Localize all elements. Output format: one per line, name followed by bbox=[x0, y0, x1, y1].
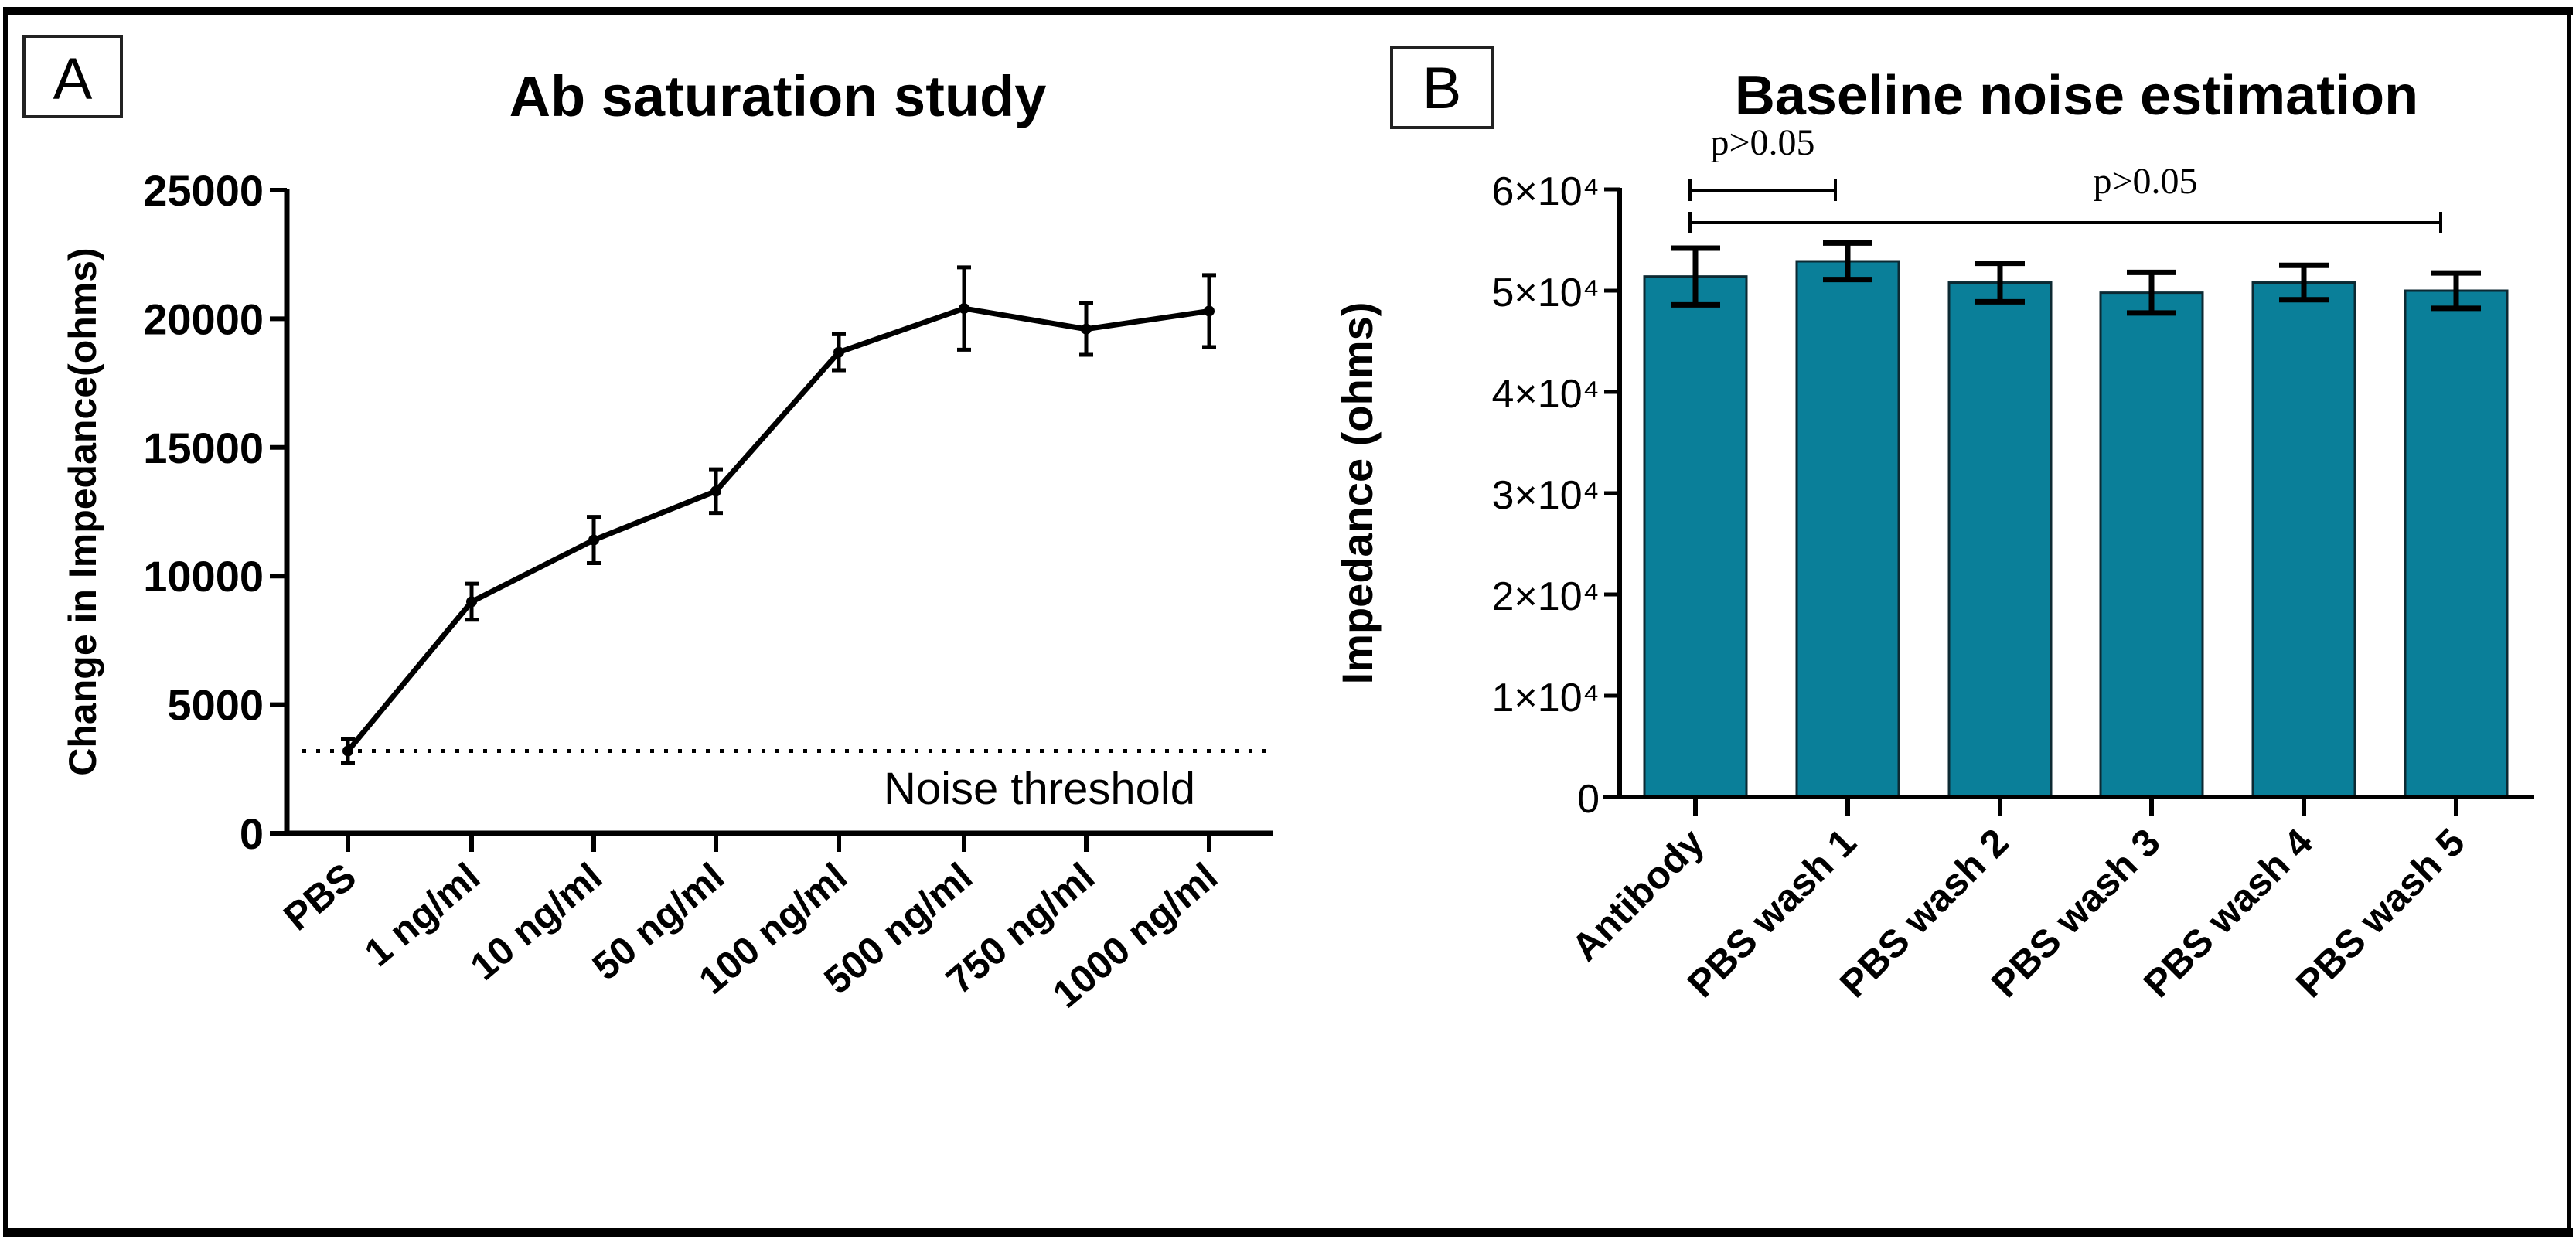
y-tick-label: 15000 bbox=[143, 424, 264, 472]
panel-a-label: A bbox=[53, 46, 93, 112]
bar bbox=[2251, 281, 2356, 799]
y-tick-label: 3×10⁴ bbox=[1492, 473, 1600, 518]
y-tick-label: 0 bbox=[240, 809, 264, 858]
panel-b-label: B bbox=[1423, 56, 1462, 121]
data-point bbox=[710, 485, 721, 497]
x-tick-label: PBS bbox=[275, 855, 364, 939]
y-tick-label: 5000 bbox=[167, 681, 264, 730]
data-point bbox=[959, 303, 969, 315]
data-point bbox=[1204, 305, 1215, 317]
series-line bbox=[346, 305, 1210, 753]
panel-a-label-box bbox=[22, 35, 123, 118]
figure-border-top bbox=[3, 7, 2573, 15]
panel-a-y-axis-label: Change in Impedance(ohms) bbox=[61, 247, 104, 775]
data-point bbox=[466, 596, 477, 608]
y-tick-label: 25000 bbox=[143, 166, 264, 215]
significance-label: p>0.05 bbox=[1710, 122, 1814, 163]
bar bbox=[2404, 289, 2509, 799]
y-tick-label: 4×10⁴ bbox=[1492, 372, 1600, 417]
panel-b-label-box bbox=[1390, 46, 1494, 129]
panel-b-y-axis-label: Impedance (ohms) bbox=[1333, 302, 1382, 685]
y-tick-label: 6×10⁴ bbox=[1492, 169, 1600, 214]
bar bbox=[2099, 291, 2204, 799]
bar bbox=[1795, 260, 1900, 799]
bar bbox=[1947, 281, 2053, 799]
x-tick-label: 10 ng/ml bbox=[462, 855, 610, 989]
x-tick-label: Antibody bbox=[1563, 820, 1712, 969]
figure-border-bottom bbox=[3, 1228, 2573, 1237]
bar bbox=[1643, 275, 1748, 799]
noise-threshold-label: Noise threshold bbox=[884, 764, 1195, 814]
data-point bbox=[588, 534, 599, 546]
y-tick-label: 5×10⁴ bbox=[1492, 271, 1600, 315]
significance-label: p>0.05 bbox=[2093, 161, 2197, 202]
y-tick-label: 2×10⁴ bbox=[1492, 574, 1600, 619]
y-tick-label: 0 bbox=[1577, 777, 1600, 822]
y-tick-label: 20000 bbox=[143, 295, 264, 343]
panel-b-title: Baseline noise estimation bbox=[1735, 65, 2418, 127]
data-point bbox=[342, 745, 353, 757]
data-point bbox=[1081, 323, 1092, 335]
data-point bbox=[833, 346, 844, 358]
panel-a-title: Ab saturation study bbox=[509, 64, 1047, 128]
y-tick-label: 10000 bbox=[143, 552, 264, 601]
y-tick-label: 1×10⁴ bbox=[1492, 676, 1600, 720]
